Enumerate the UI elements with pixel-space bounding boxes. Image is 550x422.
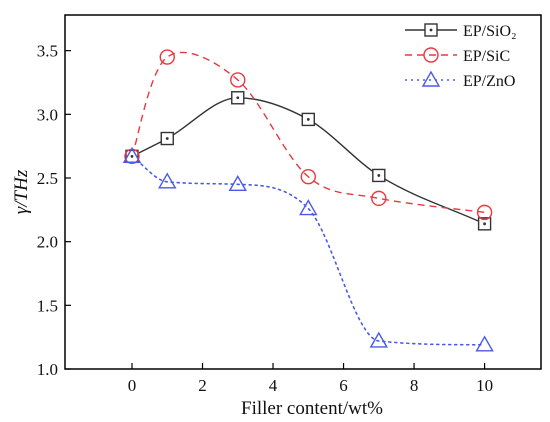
- legend-label-ep-sic: EP/SiC: [463, 48, 510, 65]
- x-tick-label: 0: [128, 376, 137, 395]
- x-tick-label: 8: [410, 376, 419, 395]
- legend: EP/SiO₂ EP/SiC EP/ZnO: [405, 23, 517, 90]
- y-tick-label: 1.0: [37, 360, 58, 379]
- series-line-ep-zno: [131, 155, 486, 346]
- data-point-ep-zno: [228, 174, 247, 192]
- data-point-ep-sic: [230, 72, 246, 88]
- series-markers: [122, 49, 494, 352]
- data-point-ep-sic: [476, 204, 493, 221]
- y-axis-ticks: 1.0 1.5 2.0 2.5 3.0 3.5: [37, 42, 71, 379]
- x-tick-label: 2: [198, 376, 207, 395]
- data-point-ep-sio2-center: [130, 154, 134, 158]
- data-point-ep-sic: [300, 169, 316, 185]
- y-tick-label: 3.0: [37, 105, 58, 124]
- y-tick-label: 3.5: [37, 42, 58, 61]
- legend-marker-ep-sic: [423, 47, 439, 63]
- y-tick-label: 2.0: [37, 233, 58, 252]
- series-curves: [131, 51, 486, 346]
- data-point-ep-sic: [159, 49, 175, 65]
- data-point-ep-zno: [299, 199, 318, 216]
- data-point-ep-sic: [371, 190, 387, 207]
- legend-label-ep-zno: EP/ZnO: [463, 73, 515, 90]
- y-tick-label: 2.5: [37, 169, 58, 188]
- x-axis-label: Filler content/wt%: [241, 398, 383, 419]
- data-point-ep-sio2-center: [306, 118, 310, 121]
- data-point-ep-sio2-center: [483, 222, 486, 226]
- data-point-ep-sio2-center: [377, 174, 381, 177]
- x-axis-ticks: 0 2 4 6 8 10: [128, 363, 493, 395]
- plot-frame: [64, 14, 542, 370]
- data-point-ep-zno: [475, 335, 494, 352]
- y-tick-label: 1.5: [37, 296, 58, 315]
- legend-marker-ep-zno: [421, 70, 441, 87]
- series-line-ep-sic: [131, 51, 485, 214]
- legend-marker-ep-sio2-center: [429, 28, 433, 32]
- x-tick-label: 10: [476, 376, 493, 395]
- data-point-ep-sio2-center: [236, 96, 240, 100]
- legend-label-ep-sio2: EP/SiO₂: [463, 23, 517, 40]
- data-point-ep-sio2-center: [165, 137, 169, 140]
- x-tick-label: 4: [269, 376, 278, 395]
- y-axis-label: γ/THz: [11, 169, 32, 214]
- x-tick-label: 6: [339, 376, 348, 395]
- data-point-ep-zno: [158, 172, 177, 189]
- data-point-ep-zno: [369, 331, 389, 348]
- data-point-ep-zno: [122, 146, 142, 164]
